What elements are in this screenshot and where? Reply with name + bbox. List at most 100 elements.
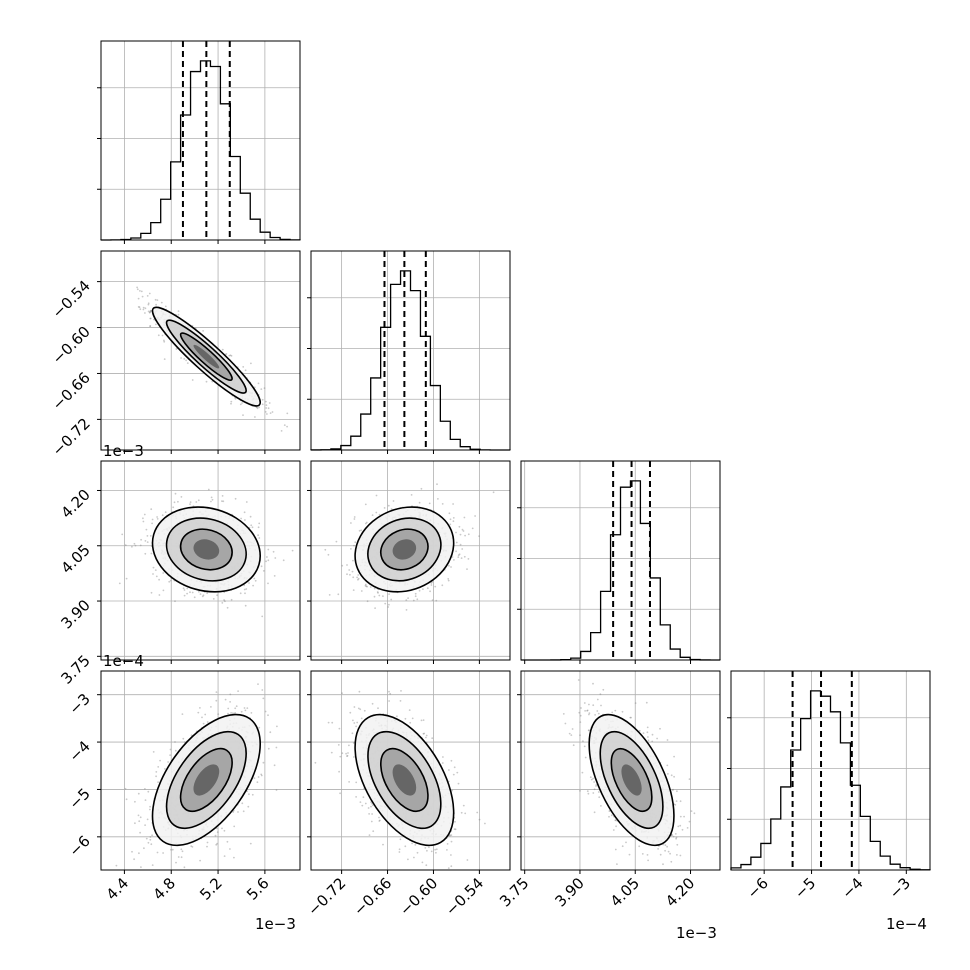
sample-point: [215, 843, 218, 846]
sample-point: [455, 541, 458, 544]
sample-point: [257, 776, 260, 778]
sample-point: [223, 829, 226, 832]
sample-point: [461, 548, 464, 550]
sample-point: [169, 579, 172, 582]
sample-point: [674, 833, 677, 835]
sample-point: [177, 313, 180, 316]
sample-point: [339, 755, 342, 758]
sample-point: [362, 796, 365, 799]
sample-point: [408, 709, 411, 711]
sample-point: [363, 709, 366, 712]
sample-point: [454, 820, 456, 823]
y-tick-label: −0.54: [49, 277, 94, 322]
sample-point: [206, 845, 208, 848]
sample-point: [234, 707, 237, 710]
sample-point: [361, 804, 364, 807]
sample-point: [163, 340, 166, 343]
sample-point: [149, 311, 151, 314]
sample-point: [239, 403, 242, 406]
sample-point: [418, 589, 421, 592]
sample-point: [266, 556, 268, 558]
x-tick-label: −0.60: [396, 874, 441, 919]
sample-point: [372, 804, 374, 807]
sample-point: [568, 732, 571, 735]
sample-point: [251, 793, 254, 796]
sample-point: [371, 702, 374, 705]
sample-point: [143, 513, 146, 516]
sample-point: [149, 310, 152, 313]
sample-point: [446, 849, 448, 851]
sample-point: [214, 834, 217, 837]
sample-point: [168, 580, 171, 583]
sample-point: [341, 752, 344, 755]
sample-point: [261, 689, 264, 691]
sample-point: [346, 573, 348, 576]
sample-point: [341, 692, 343, 695]
sample-point: [425, 864, 428, 867]
sample-point: [597, 791, 600, 793]
sample-point: [587, 729, 590, 732]
sample-point: [147, 303, 150, 306]
sample-point: [353, 706, 356, 708]
sample-point: [352, 742, 355, 744]
sample-point: [368, 834, 371, 836]
sample-point: [139, 308, 142, 311]
sample-point: [237, 811, 239, 813]
sample-point: [448, 769, 450, 771]
sample-point: [599, 693, 602, 696]
sample-point: [359, 708, 362, 711]
sample-point: [388, 593, 390, 595]
sample-point: [398, 848, 401, 851]
sample-point: [405, 609, 408, 611]
sample-point: [206, 721, 209, 723]
y-tick-label: −5: [65, 785, 93, 813]
sample-point: [242, 414, 244, 416]
sample-point: [201, 595, 204, 598]
sample-point: [180, 496, 183, 498]
sample-point: [608, 810, 611, 812]
sample-point: [189, 591, 191, 594]
sample-point: [265, 404, 268, 406]
sample-point: [263, 387, 266, 389]
sample-point: [248, 582, 250, 584]
sample-point: [133, 858, 136, 861]
sample-point: [223, 855, 226, 857]
sample-point: [452, 520, 455, 523]
sample-point: [450, 759, 453, 762]
sample-point: [414, 595, 417, 598]
sample-point: [420, 719, 423, 722]
sample-point: [426, 587, 429, 590]
sample-point: [174, 600, 176, 603]
sample-point: [409, 721, 412, 724]
panel-frame: [100, 460, 301, 661]
sample-point: [222, 500, 225, 503]
sample-point: [175, 348, 178, 350]
sample-point: [243, 588, 246, 591]
sample-point: [364, 583, 367, 586]
sample-point: [275, 789, 278, 791]
sample-point: [241, 402, 244, 404]
y-tick-label: 3.90: [57, 596, 93, 632]
sample-point: [459, 533, 462, 536]
sample-point: [388, 690, 390, 693]
sample-point: [183, 866, 186, 869]
sample-point: [435, 848, 438, 851]
sample-point: [186, 362, 189, 364]
sample-point: [422, 588, 424, 590]
sample-point: [230, 712, 233, 714]
sample-point: [133, 542, 136, 545]
sample-point: [158, 594, 161, 596]
sample-point: [275, 746, 278, 749]
sample-point: [250, 524, 253, 527]
y-tick-label: −4: [65, 737, 93, 765]
sample-point: [262, 697, 265, 700]
sample-point: [147, 790, 150, 793]
sample-point: [389, 692, 392, 695]
sample-point: [679, 824, 682, 827]
sample-point: [182, 587, 185, 590]
sample-point: [353, 756, 355, 758]
sample-point: [140, 538, 143, 541]
sample-point: [225, 353, 228, 355]
sample-point: [162, 589, 165, 592]
sample-point: [182, 737, 185, 740]
